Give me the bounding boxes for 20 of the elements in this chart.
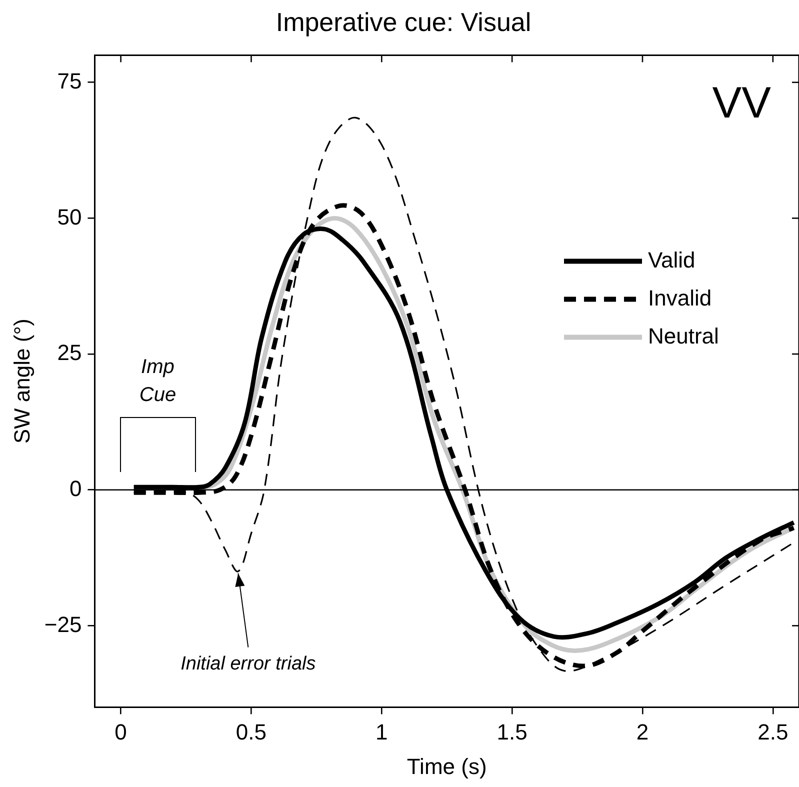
- y-tick-label: 50: [57, 204, 82, 230]
- legend-label: Valid: [648, 247, 696, 272]
- annotation: Imp Cue: [139, 356, 176, 406]
- chart-title: Imperative cue: Visual: [276, 6, 532, 37]
- x-tick-label: 1.5: [496, 719, 528, 744]
- x-tick-label: 1: [376, 719, 388, 744]
- x-tick-label: 0.5: [236, 719, 267, 744]
- y-tick-label: −25: [44, 612, 82, 637]
- legend-label: Neutral: [648, 323, 719, 348]
- y-tick-label: 25: [57, 340, 82, 366]
- x-axis-title: Time (s): [406, 754, 487, 779]
- y-axis-title: SW angle (°): [9, 318, 34, 444]
- annotation: Initial error trials: [180, 653, 316, 674]
- x-tick-label: 2: [636, 719, 649, 744]
- annotation: VV: [712, 78, 772, 128]
- legend-label: Invalid: [648, 285, 712, 310]
- y-tick-label: 75: [57, 68, 82, 94]
- x-tick-label: 0: [114, 719, 127, 744]
- x-tick-label: 2.5: [758, 719, 788, 744]
- y-tick-label: 0: [69, 476, 82, 501]
